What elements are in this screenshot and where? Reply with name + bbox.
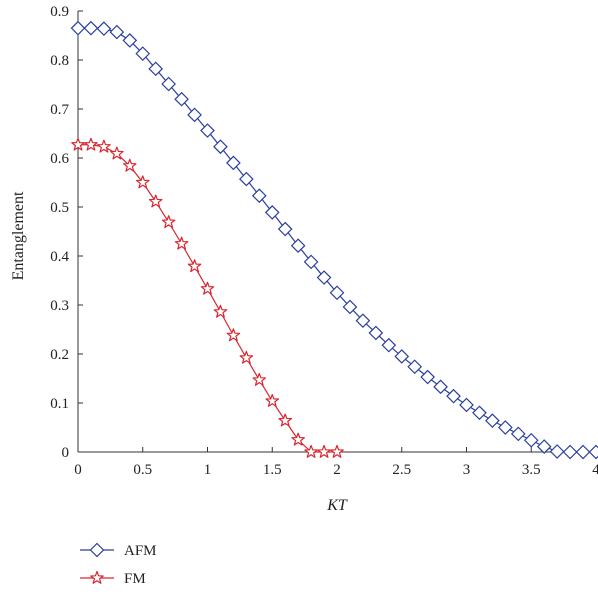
fm-data-point <box>318 446 330 458</box>
fm-data-point <box>188 260 200 272</box>
x-tick-label: 2.5 <box>392 462 411 478</box>
y-tick-label: 0.6 <box>50 151 69 167</box>
y-tick-label: 0.4 <box>50 249 69 265</box>
plot-series <box>72 22 598 459</box>
afm-data-point <box>97 22 110 35</box>
afm-data-point <box>110 26 123 39</box>
fm-data-point <box>201 282 213 294</box>
y-axis-label: Entanglement <box>10 191 27 280</box>
series-afm <box>72 22 598 459</box>
afm-data-point <box>538 440 551 453</box>
fm-data-point <box>214 305 226 317</box>
y-tick-label: 0.5 <box>50 200 69 216</box>
afm-data-point <box>564 446 577 459</box>
series-line-fm <box>78 145 337 452</box>
fm-data-point <box>266 395 278 407</box>
series-fm <box>72 138 343 457</box>
legend: AFM FM <box>80 543 157 587</box>
y-tick-label: 0.8 <box>50 53 69 69</box>
afm-data-point <box>72 22 85 35</box>
afm-data-point <box>201 124 214 137</box>
afm-data-point <box>421 371 434 384</box>
y-tick-label: 0.3 <box>50 298 69 314</box>
x-tick-label: 0 <box>74 462 82 478</box>
afm-data-point <box>253 189 266 202</box>
afm-data-point <box>447 390 460 403</box>
x-tick-label: 3.5 <box>522 462 541 478</box>
afm-data-point <box>590 446 598 459</box>
axes: 0 0.5 1 1.5 2 2.5 3 3.5 4 0 0.1 0.2 0.3 0.4 0.5 0.6 0.7 0… <box>50 4 598 478</box>
y-tick-label: 0.7 <box>50 102 69 118</box>
fm-data-point <box>253 373 265 385</box>
afm-data-point <box>188 108 201 121</box>
x-tick-label: 2 <box>333 462 341 478</box>
afm-data-point <box>551 445 564 458</box>
afm-data-point <box>460 398 473 411</box>
legend-label-fm: FM <box>124 571 146 587</box>
fm-data-point <box>98 140 110 152</box>
fm-data-point <box>331 446 343 458</box>
y-tick-label: 0 <box>62 445 70 461</box>
afm-data-point <box>292 239 305 252</box>
afm-data-point <box>214 140 227 153</box>
x-tick-label: 3 <box>463 462 471 478</box>
afm-data-point <box>525 434 538 447</box>
x-tick-label: 1.5 <box>263 462 282 478</box>
afm-data-point <box>266 206 279 219</box>
afm-data-point <box>305 255 318 268</box>
fm-data-point <box>150 195 162 207</box>
fm-data-point <box>279 414 291 426</box>
fm-data-point <box>162 216 174 228</box>
fm-data-point <box>85 138 97 150</box>
y-tick-label: 0.1 <box>50 396 69 412</box>
afm-data-point <box>486 414 499 427</box>
afm-data-point <box>240 173 253 186</box>
legend-label-afm: AFM <box>124 543 157 559</box>
x-axis-label: KT <box>326 497 348 514</box>
y-tick-label: 0.2 <box>50 347 69 363</box>
afm-data-point <box>84 22 97 35</box>
fm-data-point <box>240 351 252 363</box>
series-line-afm <box>78 28 596 452</box>
x-tick-label: 1 <box>204 462 212 478</box>
afm-data-point <box>227 156 240 169</box>
y-tick-label: 0.9 <box>50 4 69 20</box>
legend-item-fm: FM <box>80 571 146 587</box>
x-tick-label: 4 <box>592 462 598 478</box>
fm-data-point <box>175 237 187 249</box>
afm-data-point <box>434 380 447 393</box>
afm-data-point <box>408 360 421 373</box>
legend-item-afm: AFM <box>80 543 157 559</box>
legend-marker-afm <box>91 544 104 557</box>
fm-data-point <box>227 329 239 341</box>
afm-data-point <box>279 223 292 236</box>
afm-data-point <box>499 421 512 434</box>
afm-data-point <box>473 406 486 419</box>
legend-marker-fm <box>91 572 103 584</box>
x-tick-label: 0.5 <box>133 462 152 478</box>
afm-data-point <box>577 446 590 459</box>
afm-data-point <box>512 427 525 440</box>
